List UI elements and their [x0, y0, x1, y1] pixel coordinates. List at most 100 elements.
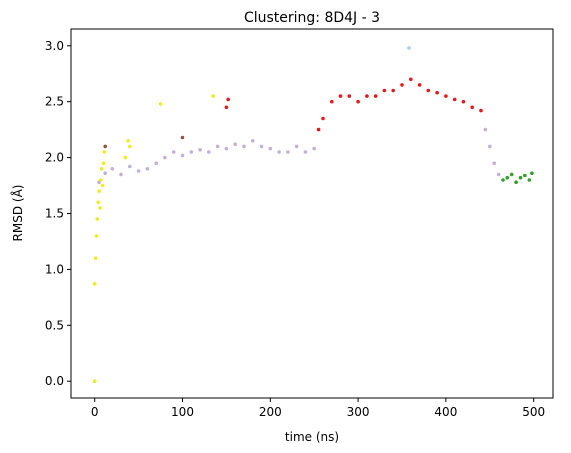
data-point	[111, 167, 115, 171]
y-tick-label: 1.5	[45, 207, 64, 221]
data-point	[93, 379, 97, 383]
data-point	[277, 150, 281, 154]
data-point	[251, 139, 255, 143]
x-tick-label: 200	[259, 405, 282, 419]
data-point	[181, 154, 185, 158]
data-point	[96, 217, 100, 221]
data-point	[391, 89, 395, 93]
data-point	[146, 167, 150, 171]
data-point	[216, 145, 220, 149]
data-point	[374, 94, 378, 98]
data-point	[260, 145, 264, 149]
data-point	[295, 145, 299, 149]
data-point	[98, 206, 102, 210]
data-point	[501, 178, 505, 182]
data-point	[519, 176, 523, 180]
data-point	[453, 98, 457, 102]
data-point	[506, 176, 510, 180]
data-point	[128, 165, 132, 169]
data-point	[286, 150, 290, 154]
data-point	[172, 150, 176, 154]
data-point	[190, 150, 194, 154]
data-point	[528, 178, 532, 182]
data-point	[154, 161, 158, 165]
data-point	[126, 139, 130, 143]
y-tick-label: 0.0	[45, 374, 64, 388]
plot-frame	[71, 29, 553, 398]
data-point	[407, 46, 411, 50]
points-layer	[93, 46, 534, 383]
data-point	[128, 145, 132, 149]
data-point	[225, 147, 229, 151]
data-point	[103, 171, 107, 175]
y-tick-label: 3.0	[45, 39, 64, 53]
data-point	[99, 178, 103, 182]
data-point	[100, 167, 104, 171]
x-axis-label: time (ns)	[285, 430, 339, 444]
y-axis-label: RMSD (Å)	[10, 185, 25, 242]
data-point	[93, 282, 97, 286]
data-point	[330, 100, 334, 104]
x-tick-label: 300	[347, 405, 370, 419]
data-point	[356, 100, 360, 104]
x-tick-label: 0	[91, 405, 99, 419]
data-point	[400, 83, 404, 87]
data-point	[492, 161, 496, 165]
data-point	[137, 169, 141, 173]
data-point	[233, 142, 237, 146]
data-point	[484, 128, 488, 132]
data-point	[163, 156, 167, 160]
data-point	[97, 189, 101, 193]
x-tick-label: 100	[171, 405, 194, 419]
y-axis: 0.0 0.5 1.0 1.5 2.0 2.5 3.0	[45, 39, 71, 388]
y-tick-label: 2.0	[45, 151, 64, 165]
data-point	[383, 89, 387, 93]
data-point	[444, 94, 448, 98]
data-point	[96, 201, 100, 205]
chart-title: Clustering: 8D4J - 3	[244, 10, 380, 26]
data-point	[225, 106, 229, 110]
data-point	[510, 173, 514, 177]
data-point	[211, 94, 215, 98]
data-point	[409, 78, 413, 82]
data-point	[124, 156, 128, 160]
data-point	[435, 91, 439, 95]
x-tick-label: 500	[522, 405, 545, 419]
data-point	[514, 180, 518, 184]
data-point	[226, 98, 230, 102]
data-point	[365, 94, 369, 98]
data-point	[479, 109, 483, 113]
y-tick-label: 0.5	[45, 318, 64, 332]
data-point	[321, 117, 325, 121]
data-point	[339, 94, 343, 98]
data-point	[470, 106, 474, 110]
data-point	[207, 150, 211, 154]
data-point	[427, 89, 431, 93]
data-point	[102, 161, 106, 165]
data-point	[523, 174, 527, 178]
data-point	[119, 173, 123, 177]
data-point	[304, 150, 308, 154]
data-point	[101, 184, 105, 188]
data-point	[94, 256, 98, 260]
y-tick-label: 2.5	[45, 95, 64, 109]
data-point	[317, 128, 321, 132]
data-point	[198, 148, 202, 152]
data-point	[462, 100, 466, 104]
data-point	[418, 83, 422, 87]
data-point	[181, 136, 185, 140]
y-tick-label: 1.0	[45, 262, 64, 276]
data-point	[242, 145, 246, 149]
data-point	[348, 94, 352, 98]
data-point	[159, 102, 163, 106]
x-axis: 0 100 200 300 400 500	[91, 398, 545, 419]
data-point	[269, 147, 273, 151]
data-point	[103, 150, 107, 154]
data-point	[530, 171, 534, 175]
x-tick-label: 400	[434, 405, 457, 419]
data-point	[497, 173, 501, 177]
data-point	[103, 145, 107, 149]
data-point	[488, 145, 492, 149]
data-point	[95, 234, 99, 238]
